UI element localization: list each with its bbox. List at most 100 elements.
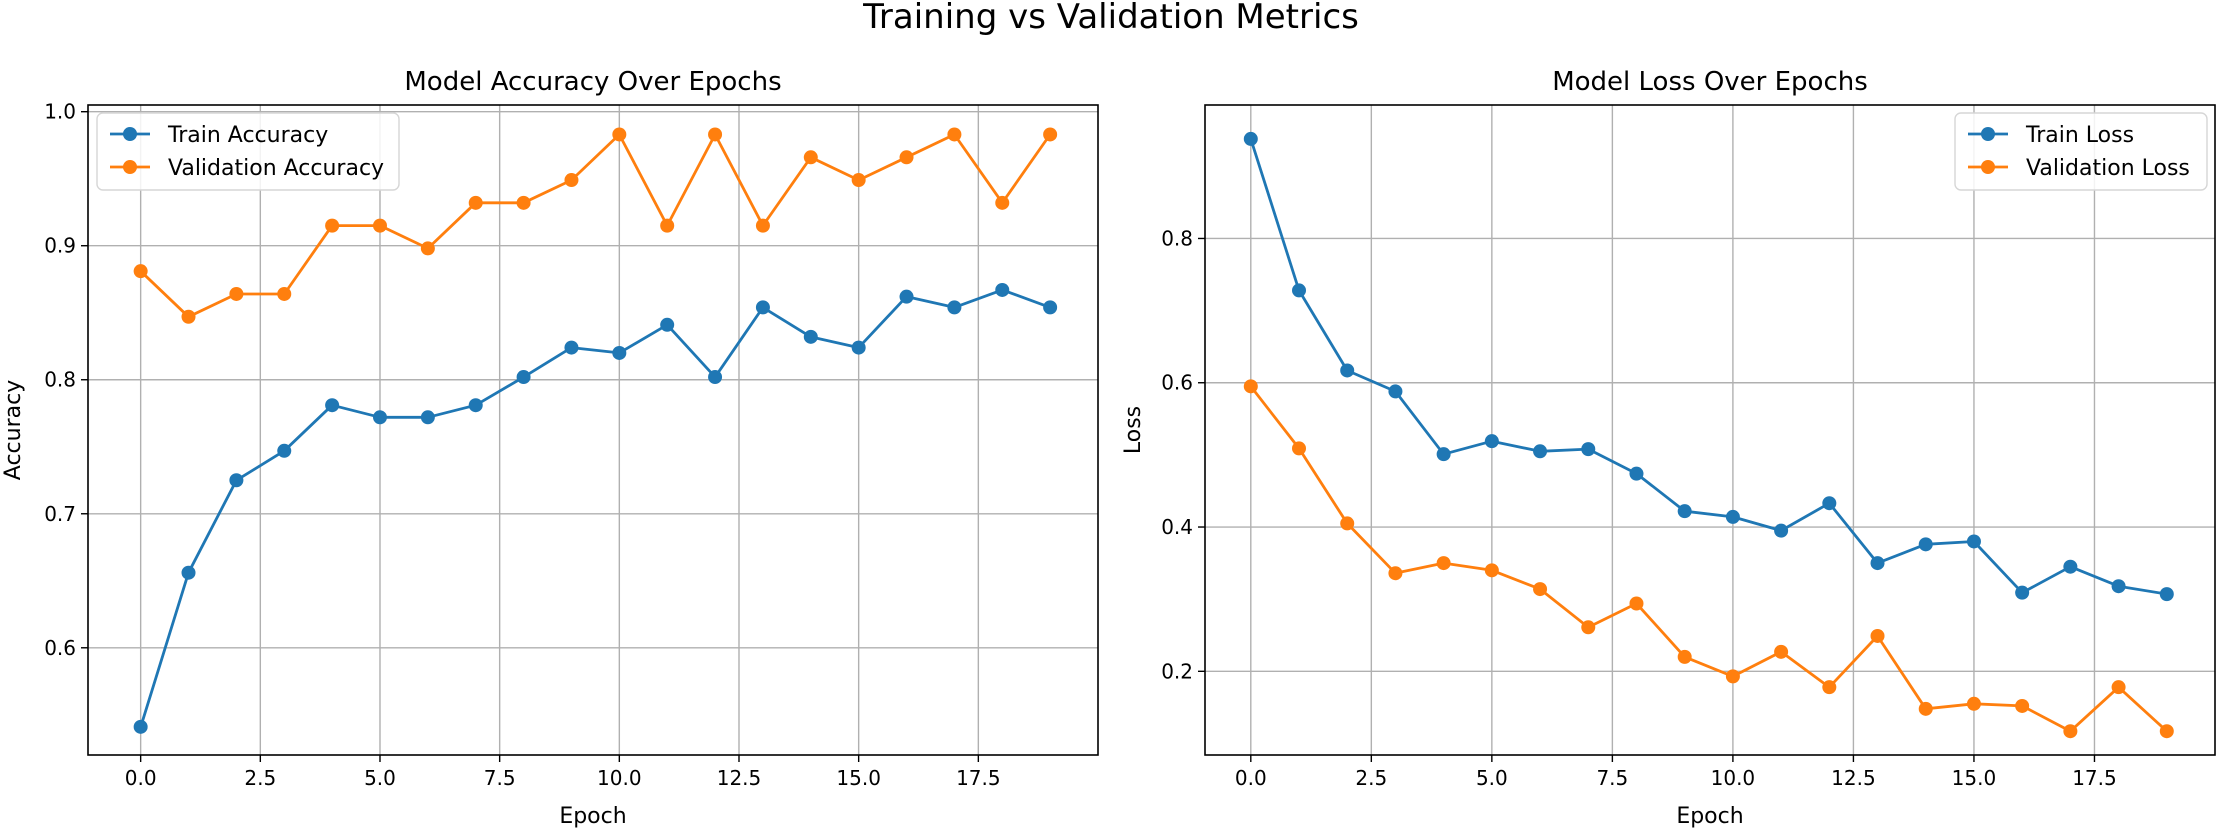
loss-series: [1243, 131, 2174, 739]
loss-x-tick-label: 5.0: [1476, 766, 1508, 790]
loss-train-point: [1677, 504, 1692, 519]
accuracy-validation-point: [995, 195, 1010, 210]
accuracy-train-point: [372, 410, 387, 425]
accuracy-validation-point: [133, 264, 148, 279]
accuracy-train-point: [229, 473, 244, 488]
loss-train-point: [1870, 556, 1885, 571]
accuracy-validation-point: [468, 195, 483, 210]
accuracy-legend-validation-label: Validation Accuracy: [168, 156, 384, 181]
accuracy-validation-point: [899, 150, 914, 165]
accuracy-train-point: [181, 565, 196, 580]
loss-subplot: 0.0 2.5 5.0 7.5 10.0 12.5 15.0 17.5 0.2 0.4 0.6 0.8…: [1121, 67, 2216, 829]
loss-legend-validation: Validation Loss: [1968, 156, 2190, 181]
accuracy-x-tick-label: 10.0: [597, 766, 642, 790]
loss-validation-point: [1436, 556, 1451, 571]
accuracy-train-point: [612, 345, 627, 360]
accuracy-train-point: [899, 289, 914, 304]
accuracy-train-point: [995, 282, 1010, 297]
accuracy-train-point: [851, 340, 866, 355]
accuracy-validation-point: [229, 286, 244, 301]
loss-validation-point: [1484, 563, 1499, 578]
accuracy-validation-point: [1043, 127, 1058, 142]
accuracy-validation-point: [564, 173, 579, 188]
loss-validation-point: [1677, 649, 1692, 664]
loss-x-tick-label: 15.0: [1952, 766, 1997, 790]
loss-train-point: [2111, 579, 2126, 594]
loss-train-point: [1388, 384, 1403, 399]
accuracy-train-point: [133, 719, 148, 734]
loss-train-point: [1629, 466, 1644, 481]
accuracy-train-point: [516, 370, 531, 385]
loss-validation-point: [1388, 566, 1403, 581]
loss-validation-point: [1822, 680, 1837, 695]
accuracy-validation-point: [277, 286, 292, 301]
loss-x-tick-label: 12.5: [1831, 766, 1876, 790]
loss-y-tick-label: 0.8: [1161, 226, 1193, 250]
loss-chart-title: Model Loss Over Epochs: [1552, 67, 1868, 97]
loss-grid: [1205, 105, 2215, 755]
accuracy-validation-point: [420, 241, 435, 256]
accuracy-y-tick-label: 0.7: [44, 502, 76, 526]
loss-y-tick-label: 0.4: [1161, 515, 1193, 539]
loss-legend-validation-label: Validation Loss: [2026, 156, 2190, 181]
loss-validation-point: [1340, 516, 1355, 531]
accuracy-validation-point: [181, 309, 196, 324]
loss-validation-point: [1725, 669, 1740, 684]
loss-y-tick-label: 0.2: [1161, 659, 1193, 683]
accuracy-train-point: [420, 410, 435, 425]
accuracy-train-point: [708, 370, 723, 385]
accuracy-chart-title: Model Accuracy Over Epochs: [404, 67, 781, 97]
accuracy-validation-point: [325, 218, 340, 233]
loss-train-point: [1243, 131, 1258, 146]
loss-validation-point: [2159, 724, 2174, 739]
accuracy-validation-point: [708, 127, 723, 142]
accuracy-legend-train: Train Accuracy: [110, 123, 328, 148]
loss-train-point: [2063, 559, 2078, 574]
loss-train-point: [1292, 283, 1307, 298]
loss-validation-point: [2063, 724, 2078, 739]
loss-validation-point: [1292, 441, 1307, 456]
accuracy-validation-point: [612, 127, 627, 142]
loss-train-point: [2015, 585, 2030, 600]
accuracy-x-tick-label: 2.5: [244, 766, 276, 790]
accuracy-ticks: 0.0 2.5 5.0 7.5 10.0 12.5 15.0 17.5 0.6 0.7 0.8 0.9…: [44, 100, 1000, 790]
accuracy-train-point: [660, 317, 675, 332]
loss-x-tick-label: 7.5: [1596, 766, 1628, 790]
accuracy-train-line: [139, 288, 1051, 728]
accuracy-train-point: [755, 300, 770, 315]
accuracy-validation-point: [755, 218, 770, 233]
accuracy-x-tick-label: 0.0: [125, 766, 157, 790]
accuracy-x-axis-label: Epoch: [559, 804, 626, 829]
loss-train-point: [1822, 496, 1837, 511]
loss-legend: Train Loss Validation Loss: [1954, 112, 2208, 191]
loss-x-tick-label: 2.5: [1355, 766, 1387, 790]
loss-train-point: [1725, 509, 1740, 524]
accuracy-train-point: [947, 300, 962, 315]
loss-x-tick-label: 0.0: [1235, 766, 1267, 790]
figure-title: Training vs Validation Metrics: [862, 0, 1359, 37]
loss-validation-point: [1870, 628, 1885, 643]
accuracy-legend-validation: Validation Accuracy: [110, 156, 384, 181]
accuracy-series: [133, 127, 1058, 734]
accuracy-plot-frame: [87, 104, 1099, 756]
accuracy-train-point: [803, 329, 818, 344]
accuracy-x-tick-label: 5.0: [364, 766, 396, 790]
accuracy-y-tick-label: 1.0: [44, 100, 76, 124]
accuracy-validation-point: [372, 218, 387, 233]
loss-validation-point: [1581, 620, 1596, 635]
loss-ticks: 0.0 2.5 5.0 7.5 10.0 12.5 15.0 17.5 0.2 0.4 0.6 0.8: [1161, 226, 2117, 790]
loss-x-axis-label: Epoch: [1676, 804, 1743, 829]
loss-validation-point: [2111, 680, 2126, 695]
accuracy-y-axis-label: Accuracy: [1, 380, 26, 480]
accuracy-x-tick-label: 15.0: [836, 766, 881, 790]
accuracy-x-tick-label: 12.5: [717, 766, 762, 790]
accuracy-validation-point: [516, 195, 531, 210]
accuracy-subplot: 0.0 2.5 5.0 7.5 10.0 12.5 15.0 17.5 0.6 0.7 0.8 0.9…: [1, 67, 1099, 829]
accuracy-legend: Train Accuracy Validation Accuracy: [96, 112, 400, 191]
loss-train-point: [1484, 434, 1499, 449]
accuracy-validation-point: [851, 173, 866, 188]
accuracy-validation-point: [947, 127, 962, 142]
loss-validation-point: [1774, 644, 1789, 659]
loss-train-line: [1249, 138, 2168, 596]
